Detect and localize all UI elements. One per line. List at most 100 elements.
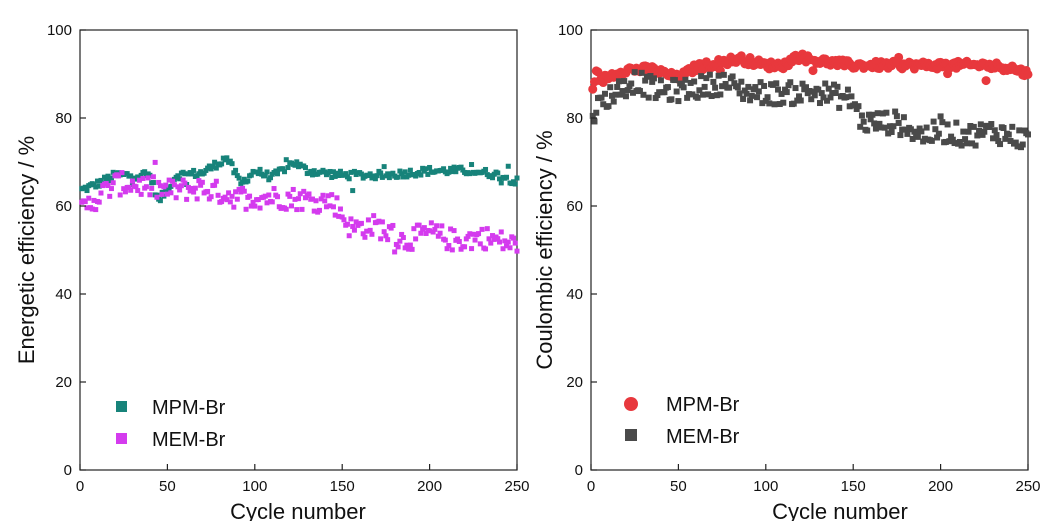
- data-point-mem-br: [149, 186, 154, 191]
- data-point-mem-br: [738, 79, 744, 85]
- data-point-mpm-br: [303, 165, 308, 170]
- data-point-mem-br: [228, 199, 233, 204]
- data-point-mem-br: [691, 79, 697, 85]
- data-point-mem-br: [1006, 132, 1012, 138]
- data-point-mem-br: [665, 84, 671, 90]
- data-point-mem-br: [978, 121, 984, 127]
- data-point-mpm-br: [275, 171, 280, 176]
- data-point-mem-br: [144, 184, 149, 189]
- data-point-mem-br: [209, 194, 214, 199]
- data-point-mem-br: [875, 110, 881, 116]
- data-point-mpm-br: [84, 188, 89, 193]
- data-point-mem-br: [86, 196, 91, 201]
- data-point-mem-br: [252, 204, 257, 209]
- legend-label-mpm-br: MPM-Br: [666, 394, 740, 416]
- data-point-mem-br: [960, 129, 966, 135]
- data-point-mem-br: [784, 89, 790, 95]
- data-point-mem-br: [894, 113, 900, 119]
- data-point-mem-br: [931, 119, 937, 125]
- data-point-mem-br: [938, 113, 944, 119]
- y-tick-label: 100: [558, 22, 583, 39]
- data-point-mem-br: [289, 203, 294, 208]
- data-point-mem-br: [864, 128, 870, 134]
- data-point-mem-br: [313, 198, 318, 203]
- data-point-mem-br: [1001, 125, 1007, 131]
- y-tick-label: 20: [566, 374, 583, 391]
- data-point-mem-br: [761, 83, 767, 89]
- data-point-mem-br: [973, 143, 979, 149]
- data-point-mem-br: [889, 129, 895, 135]
- data-point-mem-br: [695, 95, 701, 101]
- data-point-mem-br: [153, 160, 158, 165]
- x-tick-label: 0: [587, 478, 595, 495]
- data-point-mem-br: [231, 205, 236, 210]
- x-axis-ticks: 0 50 100 150 200 250: [587, 464, 1041, 495]
- data-point-mem-br: [605, 103, 611, 109]
- legend: MPM-Br MEM-Br: [116, 397, 226, 451]
- data-point-mem-br: [971, 124, 977, 130]
- data-point-mem-br: [845, 87, 851, 93]
- y-tick-label: 40: [566, 286, 583, 303]
- energetic-efficiency-chart: 0 50 100 150 200 250 020406080100 Cycle numbe…: [14, 22, 530, 521]
- data-point-mem-br: [160, 192, 165, 197]
- data-point-mpm-br: [499, 180, 504, 185]
- data-point-mem-br: [362, 235, 367, 240]
- data-point-mem-br: [754, 94, 760, 100]
- data-point-mem-br: [123, 189, 128, 194]
- data-point-mem-br: [485, 226, 490, 231]
- data-point-mpm-br: [265, 169, 270, 174]
- x-tick-label: 150: [841, 478, 866, 495]
- y-axis-title: Coulombic efficiency / %: [532, 130, 557, 369]
- data-point-mem-br: [700, 92, 706, 98]
- data-point-mem-br: [740, 96, 746, 102]
- data-point-mem-br: [413, 236, 418, 241]
- data-point-mpm-br: [469, 162, 474, 167]
- data-point-mpm-br: [1024, 70, 1033, 79]
- data-point-mem-br: [766, 100, 772, 106]
- data-point-mem-br: [871, 120, 877, 126]
- x-axis-title: Cycle number: [230, 499, 366, 521]
- data-point-mem-br: [883, 110, 889, 116]
- legend-label-mem-br: MEM-Br: [152, 429, 226, 451]
- data-point-mpm-br: [382, 164, 387, 169]
- data-point-mpm-br: [151, 180, 156, 185]
- data-point-mem-br: [623, 93, 629, 99]
- data-point-mpm-br: [427, 165, 432, 170]
- data-point-mpm-br: [495, 170, 500, 175]
- data-point-mem-br: [869, 112, 875, 118]
- data-point-mem-br: [140, 176, 145, 181]
- data-point-mem-br: [616, 78, 622, 84]
- data-point-mem-br: [109, 186, 114, 191]
- data-point-mem-br: [352, 228, 357, 233]
- data-point-mem-br: [182, 181, 187, 186]
- data-point-mem-br: [716, 73, 722, 79]
- data-point-mem-br: [924, 125, 930, 131]
- data-point-mem-br: [244, 207, 249, 212]
- data-point-mem-br: [765, 94, 771, 100]
- data-point-mem-br: [939, 119, 945, 125]
- data-point-mem-br: [266, 193, 271, 198]
- data-point-mem-br: [721, 72, 727, 78]
- data-point-mpm-br: [258, 167, 263, 172]
- legend-marker-mem-br: [625, 429, 637, 441]
- y-tick-label: 100: [47, 22, 72, 39]
- legend: MPM-Br MEM-Br: [624, 394, 740, 448]
- data-point-mem-br: [843, 94, 849, 100]
- data-point-mem-br: [483, 246, 488, 251]
- data-point-mem-br: [780, 100, 786, 106]
- data-point-mpm-br: [350, 188, 355, 193]
- y-tick-label: 0: [64, 462, 72, 479]
- data-point-mem-br: [651, 75, 657, 81]
- data-point-mem-br: [242, 189, 247, 194]
- data-point-mem-br: [469, 246, 474, 251]
- data-point-mem-br: [515, 249, 520, 254]
- data-point-mem-br: [745, 84, 751, 90]
- data-point-mem-br: [901, 114, 907, 120]
- data-point-mem-br: [214, 179, 219, 184]
- data-point-mem-br: [119, 170, 124, 175]
- data-point-mem-br: [320, 193, 325, 198]
- data-point-mem-br: [607, 84, 613, 90]
- data-point-mem-br: [480, 227, 485, 232]
- data-point-mem-br: [184, 197, 189, 202]
